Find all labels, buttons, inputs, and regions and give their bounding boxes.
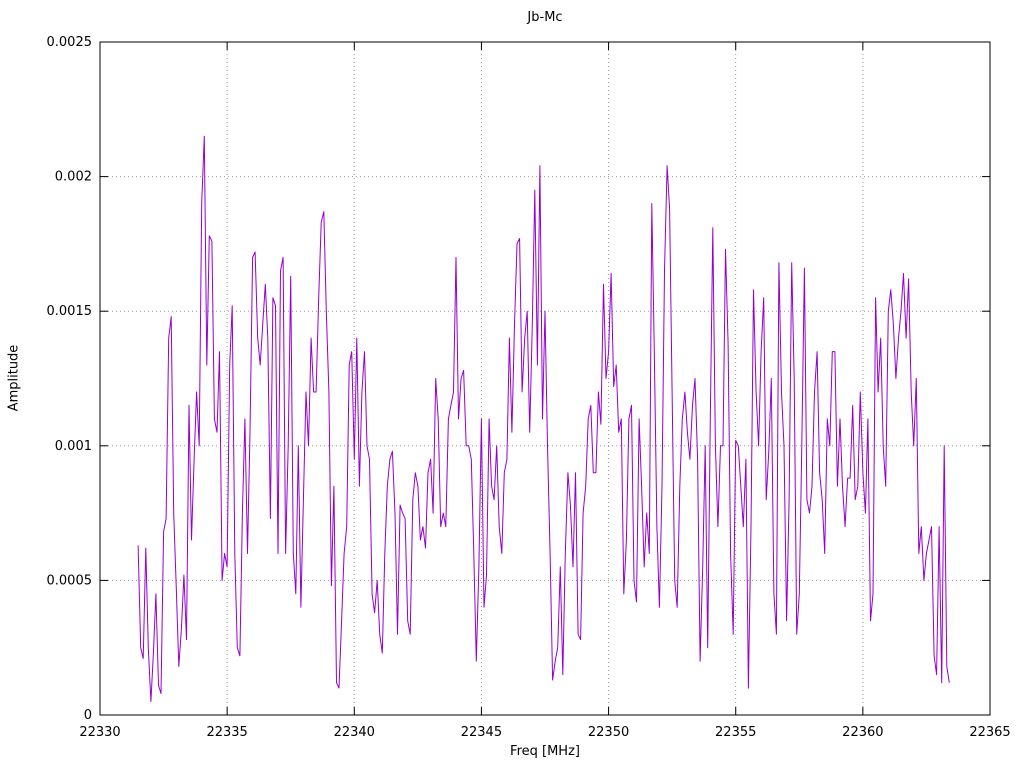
x-tick-label: 22345 (461, 725, 502, 740)
x-tick-label: 22365 (969, 725, 1010, 740)
x-tick-label: 22350 (588, 725, 629, 740)
x-tick-label: 22330 (79, 725, 120, 740)
y-tick-label: 0 (84, 708, 92, 723)
y-tick-label: 0.0025 (47, 35, 93, 50)
series-line (137, 135, 950, 702)
x-tick-label: 22355 (715, 725, 756, 740)
x-axis-label: Freq [MHz] (510, 744, 580, 759)
y-tick-label: 0.0015 (47, 304, 93, 319)
x-tick-label: 22360 (842, 725, 883, 740)
y-tick-label: 0.001 (55, 439, 92, 454)
chart-title: Jb-Mc (527, 10, 563, 25)
plot-border (99, 41, 991, 716)
y-tick-label: 0.002 (55, 170, 92, 185)
y-axis-label: Amplitude (6, 344, 22, 412)
x-tick-label: 22340 (334, 725, 375, 740)
x-tick-label: 22335 (206, 725, 247, 740)
y-tick-label: 0.0005 (47, 573, 93, 588)
